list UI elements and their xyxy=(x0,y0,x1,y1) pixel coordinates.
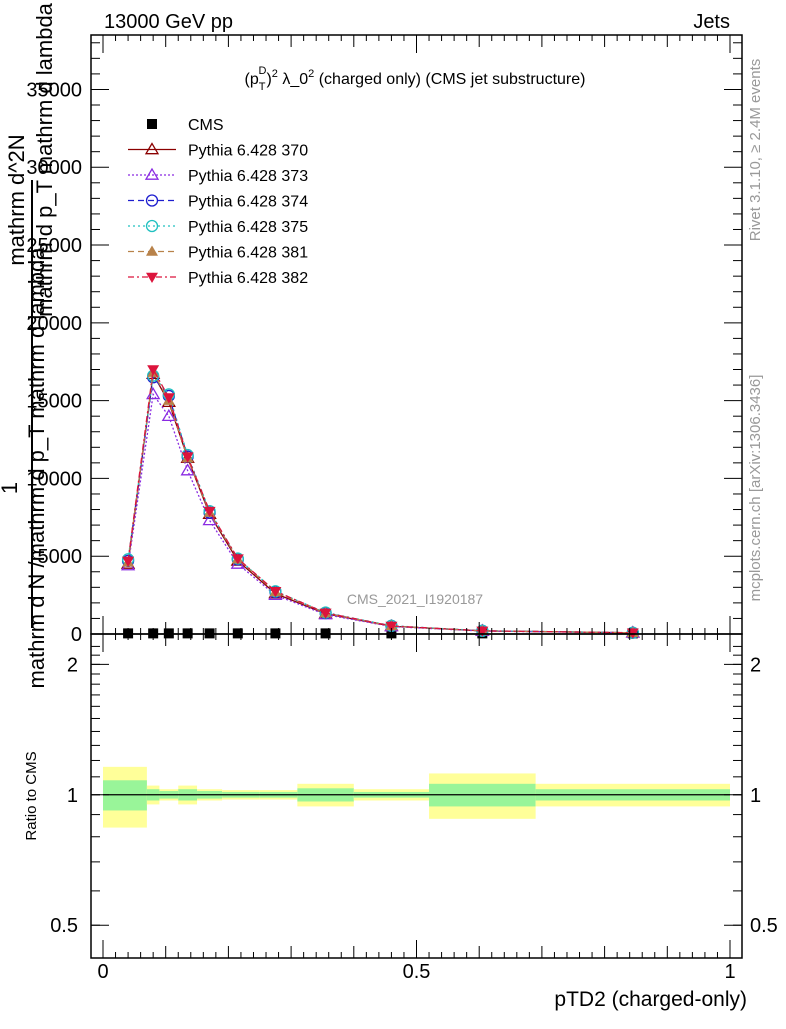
y-tick-label: 25000 xyxy=(26,235,82,257)
legend-marker xyxy=(145,194,159,207)
header-left: 13000 GeV pp xyxy=(104,11,233,33)
legend-item: Pythia 6.428 381 xyxy=(128,245,308,262)
ratio-y-axis-label: Ratio to CMS xyxy=(23,751,40,840)
ylabel-numerator: 1 xyxy=(0,482,22,494)
ratio-y-tick-label: 1 xyxy=(67,785,78,807)
ylabel-line: mathrm d^2N xyxy=(4,134,29,265)
data-point xyxy=(162,393,175,404)
legend-item: Pythia 6.428 382 xyxy=(128,270,308,287)
legend-marker xyxy=(146,245,158,256)
data-point xyxy=(203,506,216,518)
x-tick-label: 1 xyxy=(724,961,735,983)
legend-label: Pythia 6.428 381 xyxy=(188,245,308,262)
y-tick-label: 0 xyxy=(71,624,82,646)
ylabel-line: mathrm d N /mathrm d p_T mathrm d lambda xyxy=(24,247,49,689)
legend-label: Pythia 6.428 382 xyxy=(188,270,308,287)
ratio-y-tick-label: 0.5 xyxy=(50,915,78,937)
data-point xyxy=(122,556,135,567)
x-axis-label: pTD2 (charged-only) xyxy=(554,988,747,1011)
legend-marker xyxy=(144,142,160,155)
main-y-axis-label: 1mathrm d N /mathrm d p_T mathrm d lambd… xyxy=(0,2,57,688)
series-line xyxy=(127,375,633,634)
legend-item: Pythia 6.428 375 xyxy=(128,219,308,236)
legend-marker xyxy=(146,272,158,283)
ylabel-group: 1mathrm d N /mathrm d p_T mathrm d lambd… xyxy=(0,2,57,688)
ylabel-line: mathrm d p_T mathrm d lambda xyxy=(32,2,57,317)
legend-item: Pythia 6.428 370 xyxy=(128,142,308,160)
legend-marker xyxy=(144,167,160,180)
legend-marker xyxy=(147,119,157,129)
y-tick-label: 20000 xyxy=(26,313,82,335)
legend-item: CMS xyxy=(147,117,224,134)
y-tick-label: 35000 xyxy=(26,79,82,101)
data-point xyxy=(319,608,332,619)
data-point xyxy=(161,408,176,422)
data-point xyxy=(269,587,282,598)
y-tick-label: 10000 xyxy=(26,468,82,490)
ratio-panel: 0.5 0.5 1 1 2 2 0 0.5 1 Ratio to CMS pTD2 (charg… xyxy=(23,633,778,1011)
main-panel: 0 5000 10000 15000 20000 25000 30000 35000 (pTD… xyxy=(0,2,743,688)
data-point xyxy=(231,554,244,565)
header-right: Jets xyxy=(693,11,730,33)
legend-item: Pythia 6.428 373 xyxy=(128,167,308,185)
ratio-y-tick-label: 2 xyxy=(67,654,78,676)
data-point xyxy=(147,365,160,376)
rivet-label: Rivet 3.1.10, ≥ 2.4M events xyxy=(747,59,764,242)
data-point xyxy=(180,463,195,476)
mcplots-label: mcplots.cern.ch [arXiv:1306.3436] xyxy=(747,375,764,602)
legend-marker xyxy=(145,219,159,233)
legend-label: Pythia 6.428 375 xyxy=(188,219,308,236)
series-line xyxy=(127,370,633,634)
main-title: (pTD)2 λ_02 (charged only) (CMS jet subs… xyxy=(245,65,586,93)
data-point xyxy=(202,513,217,526)
legend: CMS Pythia 6.428 370 Pythia 6.428 373 Pythi… xyxy=(128,117,308,287)
y-tick-label: 5000 xyxy=(38,546,83,568)
x-tick-label: 0.5 xyxy=(403,961,431,983)
watermark: CMS_2021_I1920187 xyxy=(347,591,483,607)
series-6 xyxy=(122,365,639,639)
legend-label: Pythia 6.428 370 xyxy=(188,143,308,160)
data-point xyxy=(385,621,398,632)
ratio-y-tick-label-right: 1 xyxy=(750,785,761,807)
legend-label: Pythia 6.428 374 xyxy=(188,194,308,211)
y-tick-label: 15000 xyxy=(26,391,82,413)
legend-item: Pythia 6.428 374 xyxy=(128,194,308,211)
legend-label: CMS xyxy=(188,117,224,134)
legend-label: Pythia 6.428 373 xyxy=(188,168,308,185)
ratio-y-tick-label-right: 0.5 xyxy=(750,915,778,937)
ratio-y-tick-label-right: 2 xyxy=(750,654,761,676)
y-tick-label: 30000 xyxy=(26,157,82,179)
data-point xyxy=(181,452,194,463)
x-tick-label: 0 xyxy=(97,961,108,983)
